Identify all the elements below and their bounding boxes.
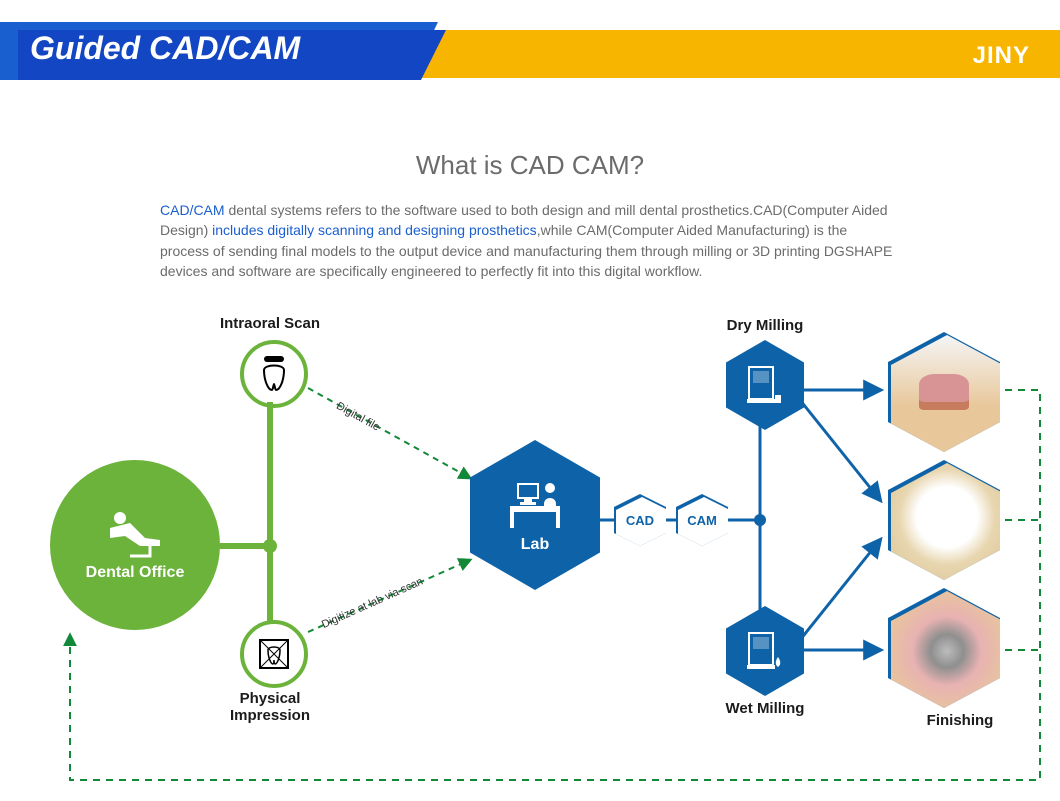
physical-impression-label-1: Physical [240, 690, 301, 707]
product-hex-mid [888, 460, 1000, 580]
dry-mill-icon [745, 363, 785, 407]
wet-milling-node [726, 606, 804, 696]
green-v-up [267, 402, 273, 542]
lab-node: Lab [470, 440, 600, 590]
cad-node: CAD [614, 494, 666, 546]
finishing-label: Finishing [910, 712, 1010, 729]
edge-label-digitize: Digitize at lab via scan [320, 575, 425, 630]
cad-label: CAD [614, 494, 666, 546]
product-hex-top [888, 332, 1000, 452]
product-hex-bot [888, 588, 1000, 708]
physical-impression-node [240, 620, 308, 688]
dry-milling-label: Dry Milling [710, 317, 820, 334]
dental-office-node: Dental Office [50, 460, 220, 630]
wet-milling-label: Wet Milling [710, 700, 820, 717]
intraoral-scan-label: Intraoral Scan [200, 315, 340, 332]
body-accent-scanning: includes digitally scanning and designin… [212, 222, 537, 238]
header-title: Guided CAD/CAM [30, 30, 300, 67]
main-title: What is CAD CAM? [0, 150, 1060, 181]
dental-chair-icon [100, 508, 170, 558]
edge-label-digital-file: Digital file [334, 400, 382, 434]
lab-label: Lab [521, 536, 549, 554]
tooth-scan-icon [258, 356, 290, 392]
impression-icon [258, 638, 290, 670]
physical-impression-label-2: Impression [230, 707, 310, 724]
green-h-line [218, 543, 268, 549]
wet-mill-icon [745, 629, 785, 673]
header-brand: JINY [973, 42, 1030, 70]
intraoral-scan-node [240, 340, 308, 408]
physical-impression-label: Physical Impression [200, 690, 340, 725]
body-accent-cadcam: CAD/CAM [160, 202, 225, 218]
cam-node: CAM [676, 494, 728, 546]
lab-desk-icon [500, 476, 570, 532]
body-text: CAD/CAM dental systems refers to the sof… [160, 200, 900, 281]
green-v-down [267, 550, 273, 622]
cam-label: CAM [676, 494, 728, 546]
dry-milling-node [726, 340, 804, 430]
dental-office-label: Dental Office [86, 564, 185, 582]
